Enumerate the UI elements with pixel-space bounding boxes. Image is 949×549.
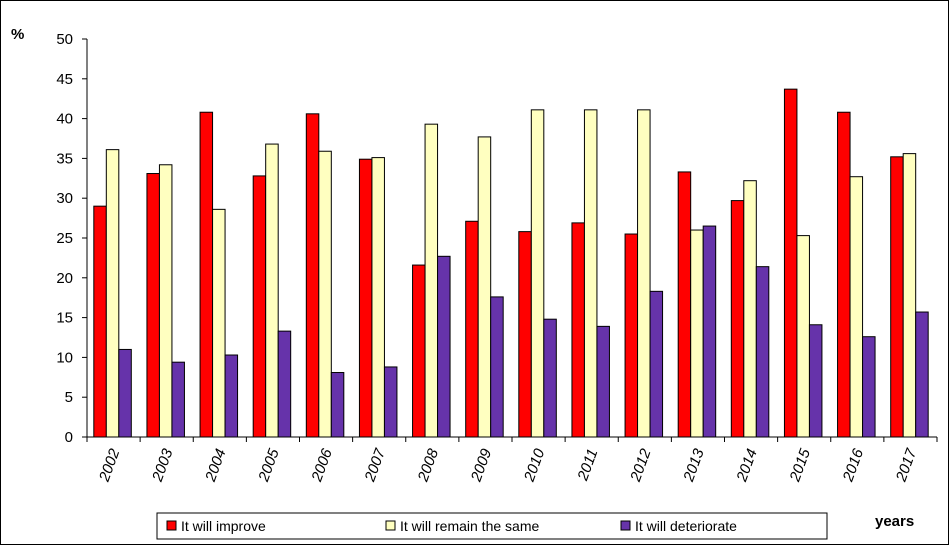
y-tick-label: 35	[56, 150, 73, 167]
x-tick-label: 2014	[733, 447, 761, 485]
bar-2012-series-2	[637, 109, 651, 438]
bar-2017-series-2	[902, 153, 917, 438]
bar-2015-series-2	[796, 235, 810, 438]
x-tick-label: 2003	[149, 446, 177, 485]
bar-2011-series-3	[596, 325, 610, 438]
bar-2005-series-2	[265, 143, 279, 438]
x-tick-label: 2002	[96, 446, 124, 485]
x-tick-label: 2004	[202, 447, 230, 485]
legend: It will improve It will remain the same It…	[156, 512, 828, 540]
x-tick-label: 2011	[574, 447, 601, 484]
x-tick-label: 2010	[521, 446, 549, 485]
y-axis-unit-label: %	[11, 26, 24, 43]
bar-2003-series-3	[171, 361, 185, 438]
x-tick-label: 2008	[414, 446, 442, 485]
y-tick-label: 45	[56, 71, 73, 88]
x-tick-label: 2006	[308, 446, 336, 485]
y-tick-label: 5	[65, 389, 73, 406]
bar-2002-series-1	[93, 205, 107, 438]
y-tick-label: 40	[56, 111, 73, 128]
bar-2013-series-1	[677, 171, 692, 438]
bar-2004-series-1	[199, 111, 214, 438]
bar-2010-series-1	[518, 231, 532, 438]
bar-2016-series-1	[837, 111, 851, 438]
bar-2014-series-2	[743, 180, 757, 438]
bar-2004-series-3	[224, 354, 239, 438]
legend-label: It will remain the same	[400, 518, 539, 534]
x-axis-label: years	[875, 513, 914, 530]
bar-2008-series-3	[437, 255, 451, 438]
x-tick-label: 2015	[786, 446, 814, 485]
bar-2004-series-2	[212, 208, 226, 438]
bar-2015-series-1	[783, 88, 798, 438]
bar-2003-series-1	[146, 173, 160, 438]
bar-2009-series-3	[490, 296, 504, 438]
y-tick-label: 50	[56, 31, 73, 48]
x-tick-label: 2007	[361, 446, 389, 485]
legend-label: It will improve	[181, 518, 266, 534]
y-tick-label: 15	[56, 310, 73, 327]
bar-2007-series-2	[371, 157, 385, 438]
bar-2010-series-2	[530, 109, 545, 438]
bar-2009-series-1	[465, 220, 479, 438]
x-tick-label: 2012	[627, 446, 655, 485]
bar-2008-series-1	[412, 264, 426, 438]
x-tick-label: 2009	[467, 446, 495, 485]
bar-2017-series-3	[915, 311, 929, 438]
bar-2007-series-3	[383, 366, 398, 438]
legend-label: It will deteriorate	[635, 518, 737, 534]
x-tick-label: 2013	[680, 446, 708, 485]
bar-2005-series-1	[252, 175, 267, 438]
legend-box	[156, 512, 828, 540]
bar-2010-series-3	[543, 318, 557, 438]
bar-2008-series-2	[424, 123, 439, 438]
bar-2009-series-2	[477, 136, 492, 438]
bar-2006-series-2	[318, 150, 332, 438]
bar-2014-series-1	[730, 200, 745, 438]
bar-2013-series-3	[702, 225, 717, 438]
bar-2016-series-2	[849, 176, 864, 438]
bar-2006-series-3	[330, 372, 345, 438]
y-tick-label: 25	[56, 230, 73, 247]
legend-swatch	[385, 520, 396, 531]
y-tick-label: 0	[65, 429, 73, 446]
bar-2007-series-1	[358, 158, 373, 438]
x-tick-label: 2017	[892, 446, 920, 485]
y-tick-label: 10	[56, 349, 73, 366]
bar-2002-series-3	[118, 348, 132, 438]
bar-2011-series-2	[583, 109, 598, 438]
legend-swatch	[166, 520, 177, 531]
bar-2011-series-1	[571, 222, 585, 438]
bar-2005-series-3	[277, 330, 292, 438]
bar-2017-series-1	[890, 156, 904, 438]
bar-2012-series-1	[624, 233, 639, 438]
bar-2014-series-3	[755, 266, 770, 438]
bar-2016-series-3	[862, 336, 876, 438]
y-tick-label: 20	[56, 270, 73, 287]
bar-2013-series-2	[690, 229, 704, 438]
bar-2002-series-2	[105, 149, 120, 438]
legend-swatch	[620, 520, 631, 531]
bar-2015-series-3	[808, 324, 823, 438]
x-tick-label: 2016	[839, 446, 867, 485]
y-tick-label: 30	[56, 190, 73, 207]
x-tick-label: 2005	[255, 446, 283, 485]
bar-2003-series-2	[158, 164, 173, 438]
bar-2006-series-1	[305, 113, 320, 438]
bar-2012-series-3	[649, 290, 664, 438]
